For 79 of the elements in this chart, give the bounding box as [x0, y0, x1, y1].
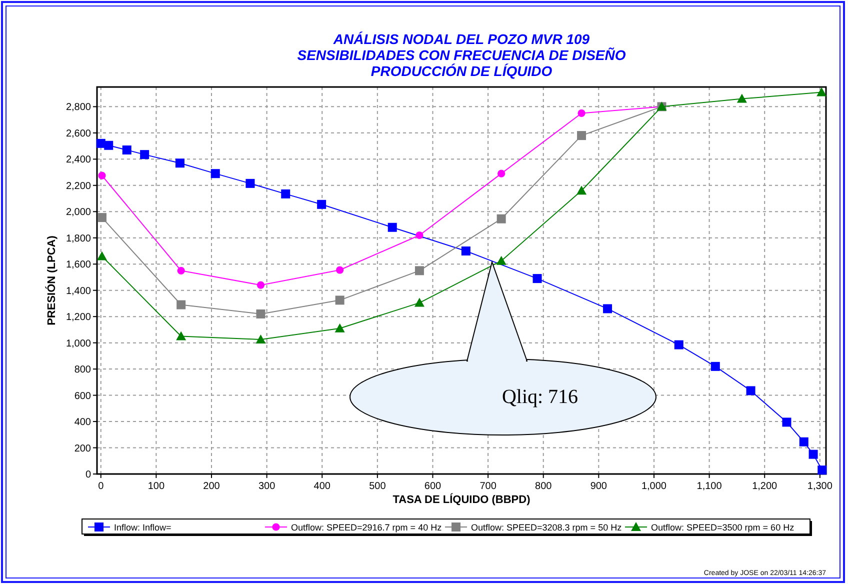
- point: [335, 296, 344, 305]
- point: [122, 145, 132, 154]
- point: [336, 266, 344, 274]
- point: [603, 304, 612, 314]
- x-tick-label: 0: [98, 481, 104, 492]
- y-tick-label: 1,800: [66, 233, 92, 244]
- point: [578, 109, 586, 118]
- y-tick-label: 2,600: [66, 128, 92, 140]
- y-tick-label: 600: [74, 390, 92, 402]
- x-tick-label: 700: [480, 481, 497, 492]
- y-tick-label: 1,600: [66, 260, 92, 271]
- point: [256, 281, 265, 289]
- point: [98, 172, 106, 180]
- point: [256, 334, 266, 344]
- y-tick-label: 800: [74, 364, 92, 376]
- point: [256, 309, 266, 318]
- x-tick-label: 300: [258, 481, 276, 492]
- x-tick-label: 200: [203, 481, 220, 492]
- point: [818, 466, 827, 475]
- x-tick-label: 1,300: [807, 481, 833, 492]
- point: [388, 222, 397, 232]
- x-axis-title: TASA DE LÍQUIDO (BBPD): [392, 493, 531, 506]
- point: [414, 266, 424, 276]
- y-tick-label: 2,000: [66, 207, 92, 218]
- point: [176, 331, 186, 340]
- legend-label: Inflow: Inflow=: [114, 522, 172, 532]
- y-tick-label: 0: [85, 470, 92, 480]
- legend-label: Outflow: SPEED=3500 rpm = 60 Hz: [651, 522, 795, 532]
- y-axis-title: PRESIÓN (LPCA): [45, 235, 58, 326]
- point: [674, 340, 684, 350]
- x-tick-label: 1,100: [696, 481, 722, 492]
- point: [97, 213, 106, 222]
- x-tick-label: 900: [590, 481, 608, 492]
- point: [210, 169, 220, 178]
- y-tick-label: 1,200: [66, 312, 92, 324]
- point: [416, 231, 424, 240]
- point: [96, 251, 107, 260]
- y-tick-label: 1,000: [66, 338, 92, 350]
- point: [496, 214, 506, 224]
- x-tick-label: 500: [369, 481, 386, 492]
- y-tick-label: 2,800: [66, 102, 92, 114]
- point: [808, 450, 818, 459]
- point: [281, 189, 290, 198]
- point: [576, 186, 587, 195]
- point: [532, 274, 542, 284]
- point: [317, 200, 326, 209]
- point: [577, 131, 586, 140]
- y-tick-label: 1,400: [66, 286, 92, 297]
- legend-label: Outflow: SPEED=2916.7 rpm = 40 Hz: [291, 522, 442, 532]
- point: [175, 158, 184, 168]
- x-tick-label: 1,000: [641, 481, 667, 492]
- legend-label: Outflow: SPEED=3208.3 rpm = 50 Hz: [471, 522, 622, 532]
- point: [710, 362, 720, 371]
- point: [461, 246, 470, 256]
- x-tick-label: 1,200: [752, 481, 778, 492]
- point: [334, 323, 345, 332]
- x-tick-label: 400: [314, 481, 331, 492]
- point: [176, 300, 186, 310]
- y-tick-label: 2,400: [66, 154, 92, 166]
- x-tick-label: 800: [535, 481, 552, 492]
- point: [414, 298, 424, 307]
- point: [816, 87, 827, 96]
- y-tick-label: 2,200: [66, 180, 92, 192]
- annotation: Qliq: 716: [502, 386, 578, 408]
- point: [736, 94, 747, 103]
- chart-title: ANÁLISIS NODAL DEL POZO MVR 109 SENSIBILIDADES CON FRECUENCIA DE DISEÑO PRODUCCIÓN DE LÍQUIDO: [297, 31, 626, 79]
- point: [177, 266, 185, 274]
- point: [246, 178, 255, 188]
- y-tick-label: 400: [74, 417, 92, 428]
- x-tick-label: 600: [424, 481, 442, 492]
- y-tick-label: 200: [74, 443, 92, 454]
- x-tick-label: 100: [148, 481, 165, 492]
- point: [498, 170, 506, 178]
- point: [104, 140, 114, 150]
- point: [140, 150, 150, 160]
- point: [746, 386, 756, 396]
- point: [496, 256, 506, 265]
- point: [799, 437, 808, 446]
- point: [782, 418, 792, 427]
